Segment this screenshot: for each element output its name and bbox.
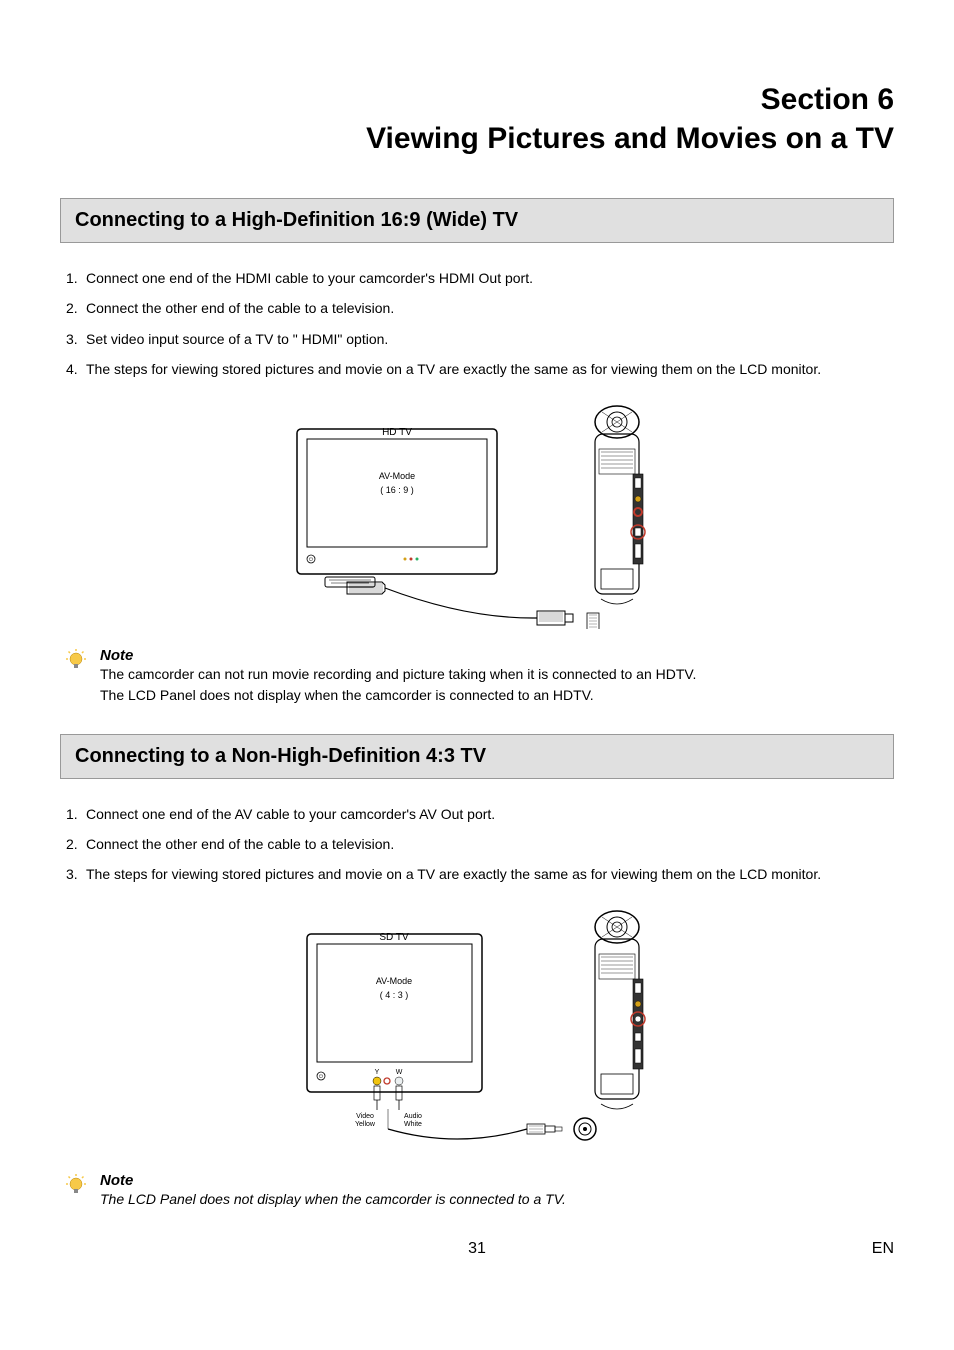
sd-note: Note The LCD Panel does not display when… [60,1172,894,1210]
step-text: The steps for viewing stored pictures an… [86,358,888,380]
sd-connection-figure: ⏻ SD TV AV-Mode ( 4 : 3 ) Y W Video Yell… [60,904,894,1154]
step-number: 1. [66,267,86,289]
note-text: The LCD Panel does not display when the … [100,685,890,706]
hd-note: Note The camcorder can not run movie rec… [60,647,894,706]
svg-text:AV-Mode: AV-Mode [379,471,415,481]
svg-text:Audio: Audio [404,1113,422,1120]
step-text: Connect one end of the AV cable to your … [86,803,888,825]
note-text: The LCD Panel does not display when the … [100,1189,890,1210]
hd-tv-label: HD TV [382,427,412,438]
svg-text:SD TV: SD TV [379,932,409,943]
step-number: 3. [66,328,86,350]
hd-steps: 1. Connect one end of the HDMI cable to … [60,267,894,381]
note-title: Note [100,1172,890,1189]
lightbulb-icon [64,649,92,673]
svg-text:AV-Mode: AV-Mode [376,976,412,986]
lightbulb-icon [64,1174,92,1198]
list-item: 3. Set video input source of a TV to " H… [66,328,888,350]
list-item: 2. Connect the other end of the cable to… [66,833,888,855]
section-main-title: Viewing Pictures and Movies on a TV [60,119,894,158]
note-text: The camcorder can not run movie recordin… [100,664,890,685]
step-number: 1. [66,803,86,825]
step-text: Connect one end of the HDMI cable to you… [86,267,888,289]
svg-text:⏻: ⏻ [309,557,313,563]
svg-text:⏻: ⏻ [319,1074,323,1080]
svg-text:( 16 : 9 ): ( 16 : 9 ) [380,485,414,495]
list-item: 2. Connect the other end of the cable to… [66,297,888,319]
svg-text:Yellow: Yellow [355,1121,376,1128]
page-number: 31 [468,1240,486,1258]
step-number: 3. [66,863,86,885]
svg-text:W: W [396,1069,403,1076]
hd-connection-figure: ⏻ HD TV AV-Mode ( 16 : 9 ) [60,399,894,629]
sd-steps: 1. Connect one end of the AV cable to yo… [60,803,894,886]
page-footer: 31 EN [60,1240,894,1260]
step-text: Connect the other end of the cable to a … [86,833,888,855]
list-item: 4. The steps for viewing stored pictures… [66,358,888,380]
section-title: Section 6 Viewing Pictures and Movies on… [60,80,894,158]
sd-heading: Connecting to a Non-High-Definition 4:3 … [60,734,894,779]
hd-heading: Connecting to a High-Definition 16:9 (Wi… [60,198,894,243]
step-number: 2. [66,297,86,319]
list-item: 1. Connect one end of the HDMI cable to … [66,267,888,289]
step-text: The steps for viewing stored pictures an… [86,863,888,885]
list-item: 1. Connect one end of the AV cable to yo… [66,803,888,825]
svg-text:( 4 : 3 ): ( 4 : 3 ) [380,990,409,1000]
step-number: 2. [66,833,86,855]
svg-text:White: White [404,1121,422,1128]
note-title: Note [100,647,890,664]
svg-text:Video: Video [356,1113,374,1120]
section-label: Section 6 [60,80,894,119]
step-text: Connect the other end of the cable to a … [86,297,888,319]
list-item: 3. The steps for viewing stored pictures… [66,863,888,885]
step-number: 4. [66,358,86,380]
svg-text:Y: Y [375,1069,380,1076]
step-text: Set video input source of a TV to " HDMI… [86,328,888,350]
page-language: EN [872,1240,894,1258]
